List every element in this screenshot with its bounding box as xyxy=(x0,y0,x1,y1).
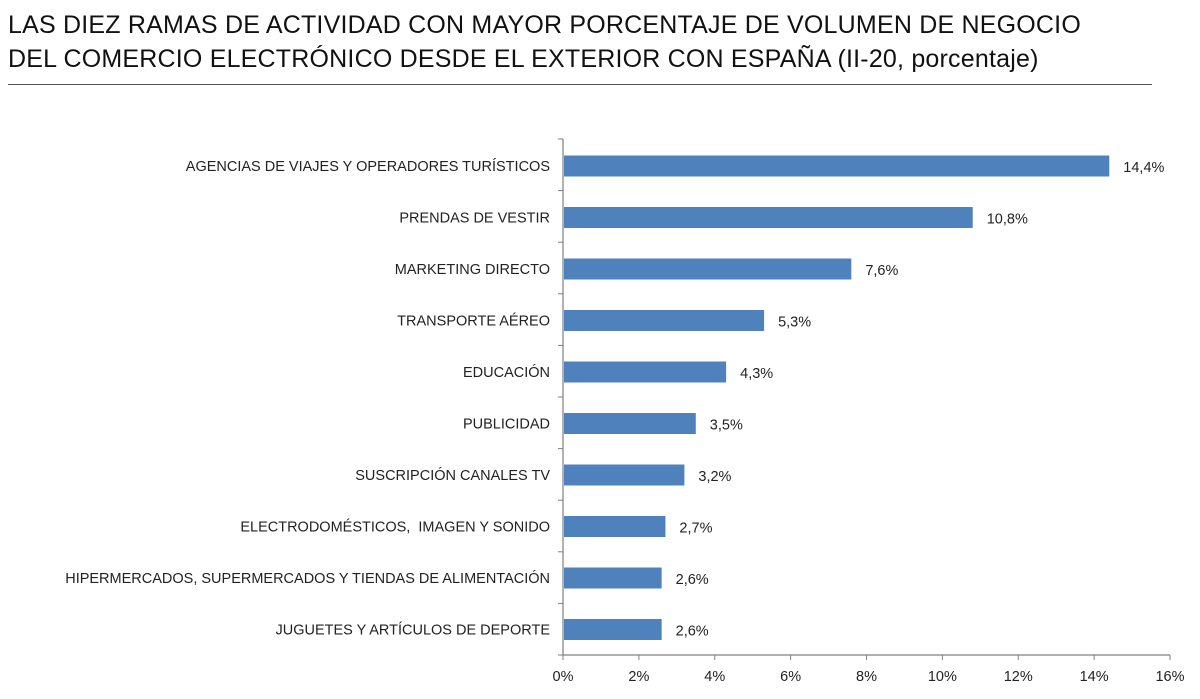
bar xyxy=(564,361,727,383)
category-label: TRANSPORTE AÉREO xyxy=(397,313,550,330)
category-label: HIPERMERCADOS, SUPERMERCADOS Y TIENDAS D… xyxy=(65,570,550,587)
data-label: 3,2% xyxy=(698,469,731,485)
bar xyxy=(564,155,1110,177)
category-label: PRENDAS DE VESTIR xyxy=(399,211,550,227)
chart-title: LAS DIEZ RAMAS DE ACTIVIDAD CON MAYOR PO… xyxy=(8,8,1152,76)
bar xyxy=(564,619,662,640)
chart-title-line-1: LAS DIEZ RAMAS DE ACTIVIDAD CON MAYOR PO… xyxy=(8,11,1081,39)
bar xyxy=(564,413,696,434)
data-label: 14,4% xyxy=(1123,160,1164,176)
data-label: 7,6% xyxy=(865,263,898,279)
data-label: 2,7% xyxy=(679,521,712,537)
category-label: ELECTRODOMÉSTICOS, IMAGEN Y SONIDO xyxy=(240,519,550,536)
data-label: 2,6% xyxy=(676,624,709,640)
bar xyxy=(564,516,666,537)
x-tick-label: 0% xyxy=(553,669,574,685)
category-label: PUBLICIDAD xyxy=(463,417,550,433)
data-label: 4,3% xyxy=(740,366,773,382)
data-label: 5,3% xyxy=(778,315,811,331)
title-underline xyxy=(8,84,1152,85)
x-tick-label: 10% xyxy=(928,669,957,685)
x-tick-label: 2% xyxy=(628,669,649,685)
category-label: MARKETING DIRECTO xyxy=(395,262,550,278)
x-tick-label: 12% xyxy=(1004,669,1033,685)
chart-title-line-2: DEL COMERCIO ELECTRÓNICO DESDE EL EXTERI… xyxy=(8,45,1039,73)
bar xyxy=(564,207,973,228)
x-tick-label: 4% xyxy=(704,669,725,685)
x-tick-label: 6% xyxy=(780,669,801,685)
category-label: JUGUETES Y ARTÍCULOS DE DEPORTE xyxy=(275,622,550,639)
bar xyxy=(564,464,685,486)
bar xyxy=(564,258,852,280)
x-tick-label: 14% xyxy=(1080,669,1109,685)
x-tick-label: 8% xyxy=(856,669,877,685)
data-label: 10,8% xyxy=(987,212,1028,228)
data-label: 2,6% xyxy=(676,572,709,588)
data-label: 3,5% xyxy=(710,418,743,434)
category-label: SUSCRIPCIÓN CANALES TV xyxy=(355,467,550,484)
category-label: EDUCACIÓN xyxy=(463,364,550,381)
category-label: AGENCIAS DE VIAJES Y OPERADORES TURÍSTIC… xyxy=(186,158,550,175)
bar xyxy=(564,567,662,589)
bar xyxy=(564,310,765,331)
x-tick-label: 16% xyxy=(1155,669,1184,685)
